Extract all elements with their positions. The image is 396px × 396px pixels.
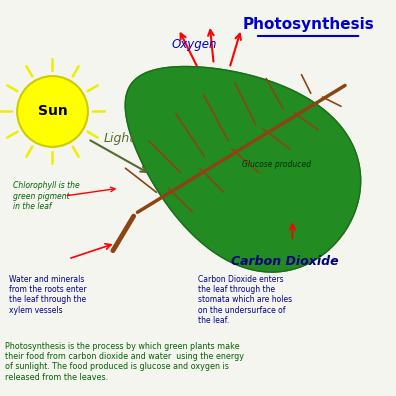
Text: Chlorophyll is the
green pigment
in the leaf: Chlorophyll is the green pigment in the … [13, 181, 80, 211]
Text: Oxygen: Oxygen [171, 38, 217, 51]
Text: Photosynthesis: Photosynthesis [242, 17, 374, 32]
Text: Carbon Dioxide: Carbon Dioxide [231, 255, 338, 268]
Polygon shape [125, 67, 361, 272]
Text: Glucose produced: Glucose produced [242, 160, 311, 169]
Text: Light: Light [104, 132, 135, 145]
Text: Sun: Sun [38, 105, 67, 118]
Text: Water and minerals
from the roots enter
the leaf through the
xylem vessels: Water and minerals from the roots enter … [9, 275, 87, 315]
Text: Photosynthesis is the process by which green plants make
their food from carbon : Photosynthesis is the process by which g… [5, 341, 244, 382]
Circle shape [17, 76, 88, 147]
Text: Carbon Dioxide enters
the leaf through the
stomata which are holes
on the unders: Carbon Dioxide enters the leaf through t… [198, 275, 292, 325]
